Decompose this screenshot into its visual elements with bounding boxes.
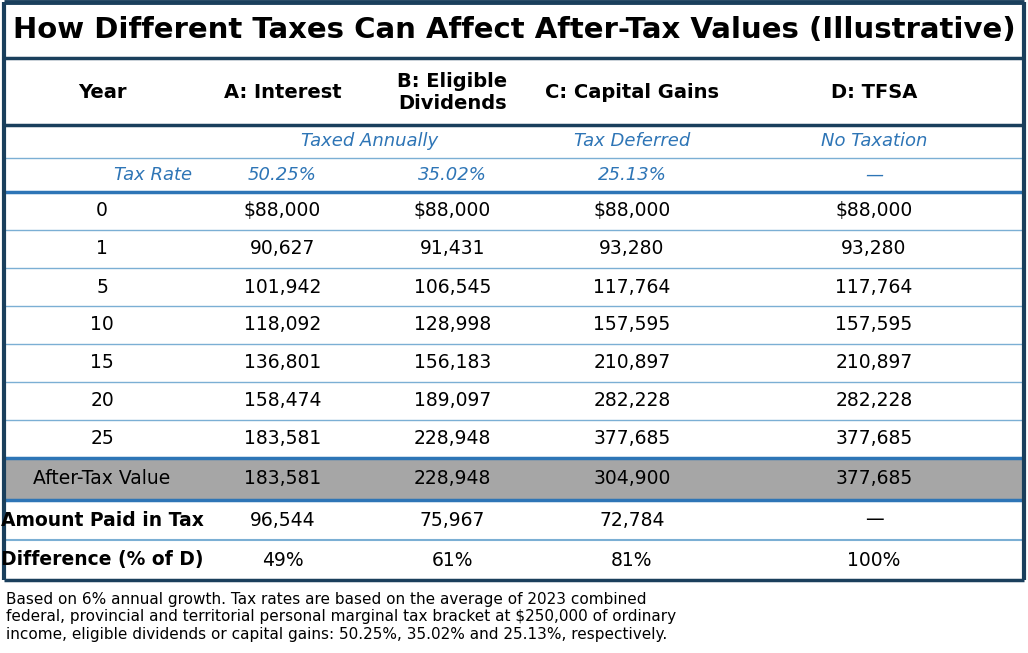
Text: Tax Deferred: Tax Deferred: [574, 133, 690, 150]
Text: Tax Rate: Tax Rate: [114, 166, 192, 184]
Text: 90,627: 90,627: [250, 240, 316, 259]
Text: 1: 1: [96, 240, 108, 259]
Text: 183,581: 183,581: [244, 470, 321, 488]
Text: 93,280: 93,280: [599, 240, 665, 259]
Text: 100%: 100%: [847, 550, 901, 569]
Bar: [4, 158, 1024, 192]
Text: 377,685: 377,685: [836, 470, 913, 488]
Text: $88,000: $88,000: [593, 202, 670, 221]
Text: 15: 15: [90, 353, 114, 372]
Text: After-Tax Value: After-Tax Value: [33, 470, 171, 488]
Text: 228,948: 228,948: [414, 430, 491, 449]
Text: 228,948: 228,948: [414, 470, 491, 488]
Text: 20: 20: [90, 392, 114, 411]
Bar: [4, 458, 1024, 500]
Text: $88,000: $88,000: [836, 202, 913, 221]
Text: 96,544: 96,544: [250, 511, 316, 530]
Bar: [4, 230, 1024, 268]
Bar: [4, 420, 1024, 458]
Text: 5: 5: [96, 278, 108, 296]
Bar: [4, 306, 1024, 344]
Text: $88,000: $88,000: [414, 202, 491, 221]
Text: $88,000: $88,000: [244, 202, 321, 221]
Text: 93,280: 93,280: [841, 240, 907, 259]
Text: —: —: [865, 511, 883, 530]
Bar: [4, 500, 1024, 540]
Text: 158,474: 158,474: [244, 392, 321, 411]
Text: Taxed Annually: Taxed Annually: [301, 133, 439, 150]
Text: Based on 6% annual growth. Tax rates are based on the average of 2023 combined
f: Based on 6% annual growth. Tax rates are…: [6, 592, 676, 642]
Text: 101,942: 101,942: [244, 278, 321, 296]
Text: 282,228: 282,228: [836, 392, 913, 411]
Text: 61%: 61%: [432, 550, 473, 569]
Text: D: TFSA: D: TFSA: [831, 83, 917, 102]
Text: 35.02%: 35.02%: [418, 166, 487, 184]
Text: C: Capital Gains: C: Capital Gains: [545, 83, 719, 102]
Text: 210,897: 210,897: [836, 353, 913, 372]
Bar: [4, 125, 1024, 158]
Text: 49%: 49%: [262, 550, 303, 569]
Text: 25: 25: [90, 430, 114, 449]
Text: 75,967: 75,967: [419, 511, 485, 530]
Text: 0: 0: [96, 202, 108, 221]
Text: 91,431: 91,431: [419, 240, 485, 259]
Bar: [4, 268, 1024, 306]
Bar: [4, 382, 1024, 420]
Text: Difference (% of D): Difference (% of D): [1, 550, 204, 569]
Bar: [4, 344, 1024, 382]
Text: 117,764: 117,764: [593, 278, 670, 296]
Text: 157,595: 157,595: [836, 315, 913, 334]
Text: 72,784: 72,784: [599, 511, 665, 530]
Bar: [4, 192, 1024, 230]
Text: 189,097: 189,097: [414, 392, 491, 411]
Bar: [4, 540, 1024, 580]
Text: 157,595: 157,595: [593, 315, 670, 334]
Text: No Taxation: No Taxation: [820, 133, 927, 150]
Text: 282,228: 282,228: [593, 392, 670, 411]
Text: 117,764: 117,764: [836, 278, 913, 296]
Text: 377,685: 377,685: [836, 430, 913, 449]
Text: 10: 10: [90, 315, 114, 334]
Text: 106,545: 106,545: [414, 278, 491, 296]
Text: A: Interest: A: Interest: [224, 83, 341, 102]
Text: 118,092: 118,092: [244, 315, 321, 334]
Bar: [4, 60, 1024, 125]
Text: 50.25%: 50.25%: [248, 166, 317, 184]
Text: 183,581: 183,581: [244, 430, 321, 449]
Text: 25.13%: 25.13%: [597, 166, 666, 184]
Text: 156,183: 156,183: [414, 353, 491, 372]
Text: 210,897: 210,897: [593, 353, 670, 372]
Text: 377,685: 377,685: [593, 430, 670, 449]
Bar: [4, 2, 1024, 58]
Text: —: —: [865, 166, 883, 184]
Text: 136,801: 136,801: [244, 353, 321, 372]
Text: 304,900: 304,900: [593, 470, 670, 488]
Text: How Different Taxes Can Affect After-Tax Values (Illustrative): How Different Taxes Can Affect After-Tax…: [12, 16, 1016, 44]
Text: 81%: 81%: [612, 550, 653, 569]
Text: B: Eligible
Dividends: B: Eligible Dividends: [398, 72, 508, 113]
Text: Amount Paid in Tax: Amount Paid in Tax: [1, 511, 204, 530]
Text: Year: Year: [78, 83, 126, 102]
Text: 128,998: 128,998: [414, 315, 491, 334]
